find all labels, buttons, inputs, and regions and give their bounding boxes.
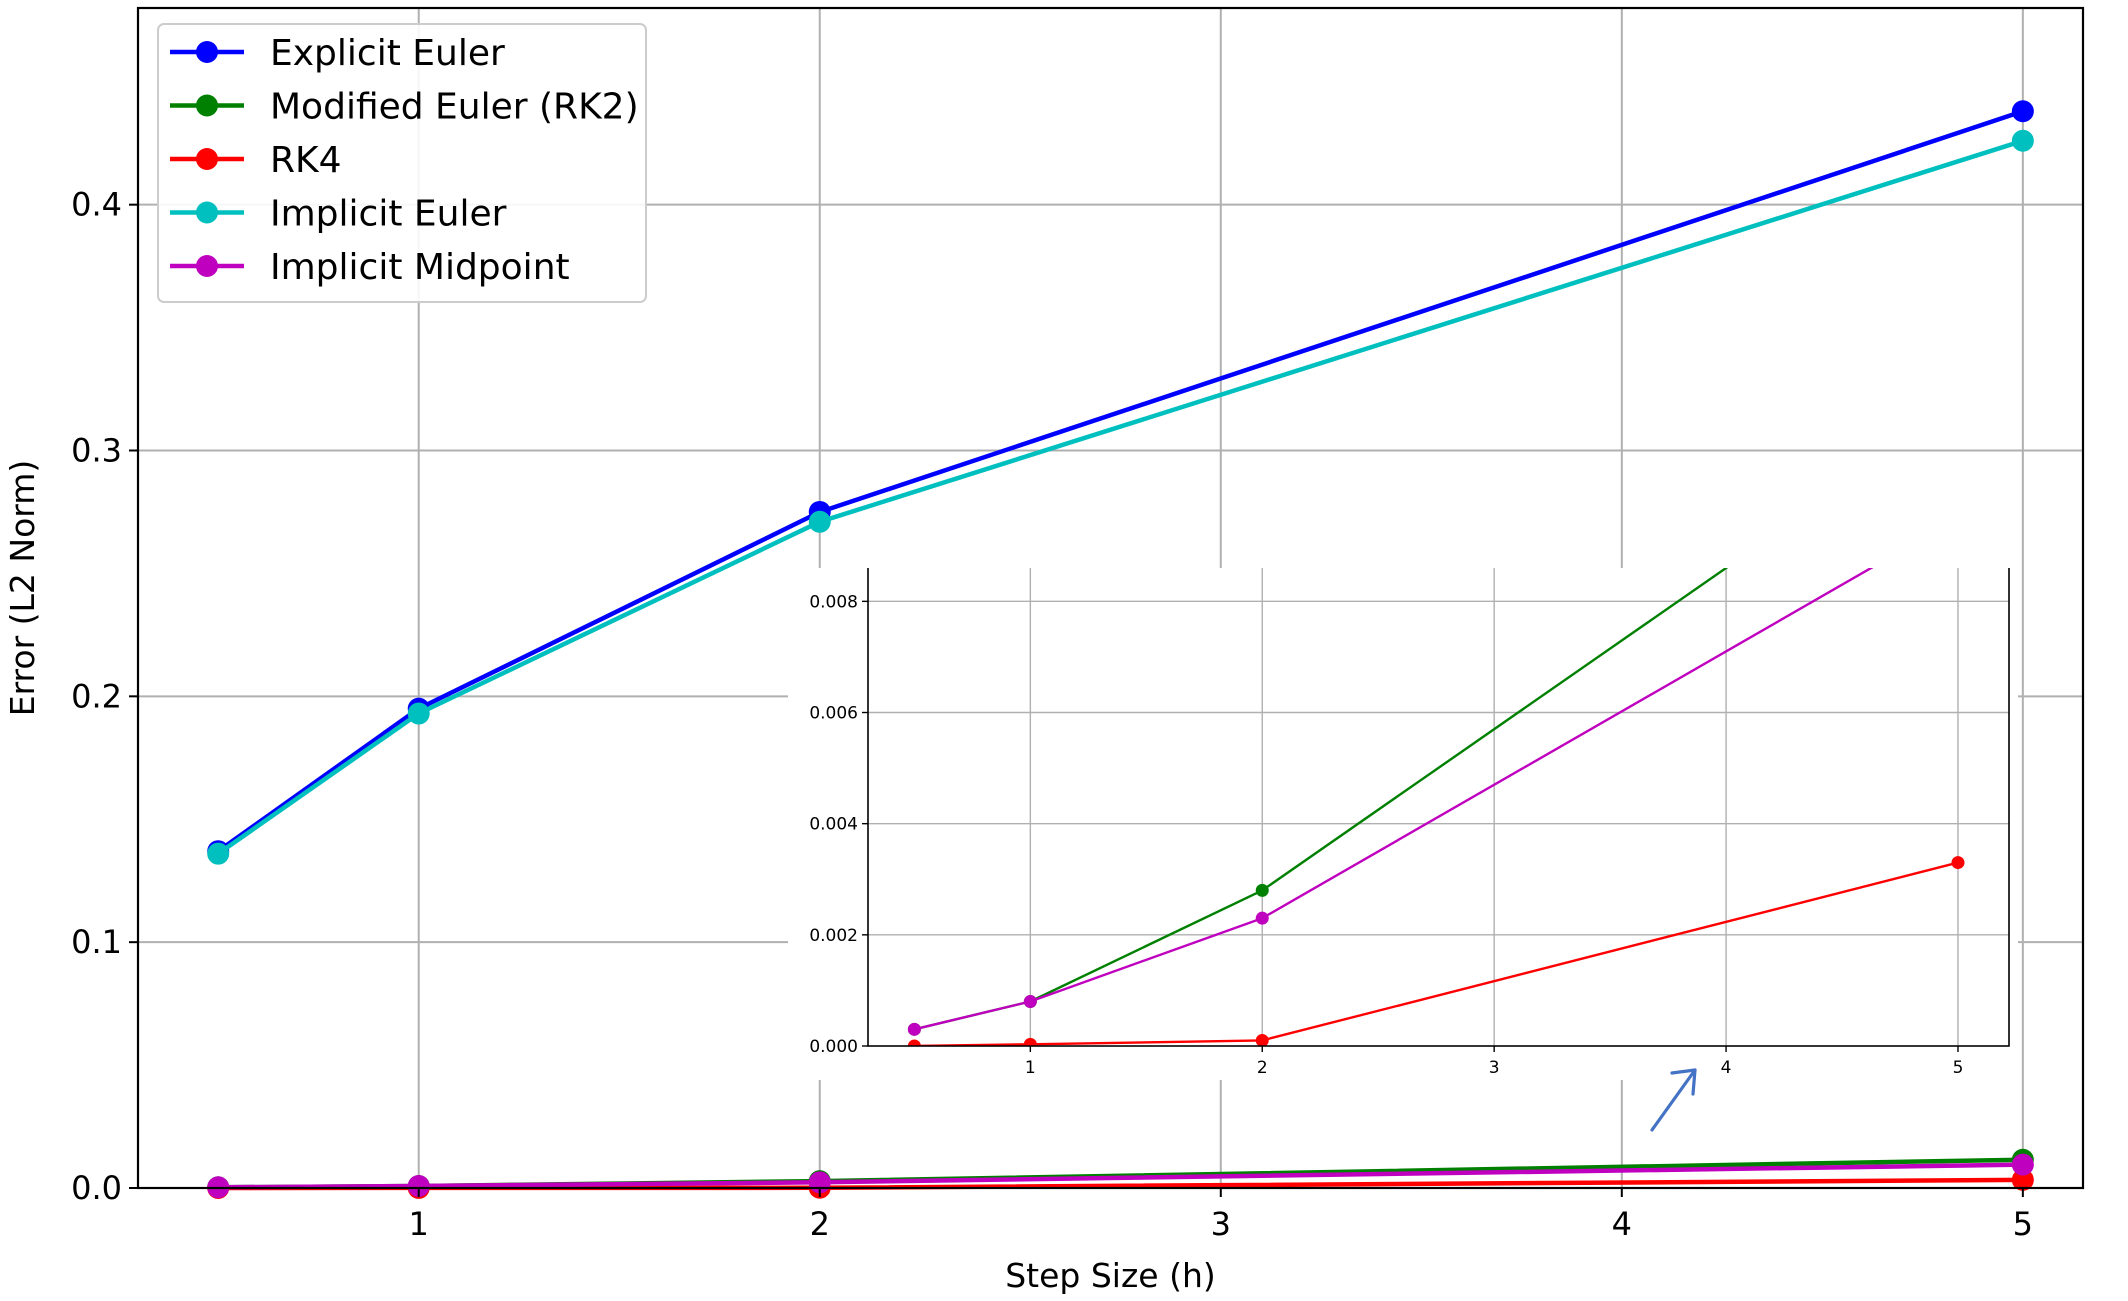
inset-x-tick-label-1: 1 — [1025, 1058, 1036, 1078]
legend-label-implicit-midpoint: Implicit Midpoint — [270, 247, 570, 288]
data-point-implicit-euler-0 — [207, 842, 230, 865]
legend-label-explicit-euler: Explicit Euler — [270, 33, 505, 74]
inset-series-line-implicit-midpoint — [914, 568, 1874, 1031]
data-point-implicit-midpoint-3 — [2011, 1153, 2034, 1176]
main-x-tick-label-4: 4 — [1612, 1205, 1632, 1243]
data-point-rk4-3 — [2011, 1168, 2034, 1191]
inset-data-point-rk4-0 — [907, 1039, 921, 1046]
inset-x-tick-label-2: 2 — [1257, 1058, 1268, 1078]
inset-data-point-rk4-2 — [1255, 1033, 1269, 1046]
inset-plot: 1 2 3 4 5 0.000 0.002 0.004 0.006 0.008 — [788, 568, 2018, 1080]
legend-label-implicit-euler: Implicit Euler — [270, 194, 507, 235]
legend-item-explicit-euler: Explicit Euler — [170, 33, 505, 74]
inset-y-tick-label-1: 0.002 — [809, 926, 858, 946]
inset-pointer-arrow-icon — [1650, 1068, 1697, 1132]
inset-x-tick-label-4: 4 — [1721, 1058, 1732, 1078]
inset-y-tick-label-4: 0.008 — [809, 592, 858, 612]
inset-data-point-rk4-1 — [1023, 1037, 1037, 1046]
inset-series-rk4 — [907, 856, 1965, 1046]
legend-label-modified-euler-rk2: Modified Euler (RK2) — [270, 87, 639, 128]
main-y-tick-label-2: 0.2 — [71, 677, 122, 715]
main-x-tick-label-2: 2 — [810, 1205, 830, 1243]
arrow-shaft — [1650, 1068, 1697, 1132]
main-y-tick-label-3: 0.3 — [71, 432, 122, 470]
inset-data-point-rk4-3 — [1951, 856, 1965, 870]
main-y-tick-label-4: 0.4 — [71, 186, 122, 224]
inset-data-point-implicit-midpoint-1 — [1023, 995, 1037, 1009]
inset-x-tick-label-5: 5 — [1953, 1058, 1964, 1078]
series-line-implicit-euler — [215, 138, 2026, 856]
arrow-head — [1670, 1068, 1697, 1096]
main-x-ticks: 1 2 3 4 5 — [409, 1188, 2033, 1243]
inset-data-point-implicit-midpoint-0 — [907, 1022, 921, 1036]
main-x-tick-label-5: 5 — [2013, 1205, 2033, 1243]
legend-item-modified-euler-rk2: Modified Euler (RK2) — [170, 87, 639, 128]
inset-y-tick-label-3: 0.006 — [809, 704, 858, 724]
legend-marker-implicit-euler — [196, 201, 218, 224]
series-line-implicit-midpoint — [215, 1162, 2026, 1190]
x-axis-label: Step Size (h) — [1005, 1256, 1216, 1295]
main-x-tick-label-3: 3 — [1211, 1205, 1231, 1243]
legend-label-rk4: RK4 — [270, 140, 342, 181]
inset-x-ticks: 1 2 3 4 5 — [1025, 1046, 1963, 1078]
inset-x-tick-label-3: 3 — [1489, 1058, 1500, 1078]
inset-series-implicit-midpoint — [907, 568, 1874, 1036]
y-axis-label: Error (L2 Norm) — [3, 460, 42, 717]
legend-marker-modified-euler-rk2 — [196, 94, 218, 117]
data-point-implicit-midpoint-1 — [407, 1175, 430, 1198]
data-point-implicit-euler-3 — [2011, 129, 2034, 152]
inset-data-point-implicit-midpoint-2 — [1255, 911, 1269, 925]
legend: Explicit Euler Modified Euler (RK2) RK4 Imp… — [157, 23, 647, 303]
inset-axes-frame — [867, 568, 2010, 1047]
legend-item-implicit-euler: Implicit Euler — [170, 194, 507, 235]
legend-box — [157, 23, 647, 303]
main-x-tick-label-1: 1 — [409, 1205, 429, 1243]
inset-y-tick-label-2: 0.004 — [809, 815, 858, 835]
legend-marker-implicit-midpoint — [196, 255, 218, 277]
legend-item-rk4: RK4 — [170, 140, 342, 181]
legend-marker-explicit-euler — [196, 41, 218, 63]
legend-marker-rk4 — [196, 148, 218, 170]
data-point-implicit-euler-2 — [808, 510, 831, 533]
main-y-tick-label-0: 0.0 — [71, 1169, 122, 1207]
inset-y-ticks: 0.000 0.002 0.004 0.006 0.008 — [809, 592, 868, 1057]
legend-item-implicit-midpoint: Implicit Midpoint — [170, 247, 570, 288]
main-y-ticks: 0.0 0.1 0.2 0.3 0.4 — [71, 186, 138, 1207]
main-axes-frame — [136, 6, 2085, 1190]
data-point-explicit-euler-3 — [2011, 100, 2034, 123]
inset-y-tick-label-0: 0.000 — [809, 1037, 858, 1057]
inset-series-line-rk4 — [914, 861, 1959, 1046]
data-point-implicit-euler-1 — [407, 702, 430, 725]
inset-series — [907, 568, 1965, 1046]
series-line-explicit-euler — [215, 109, 2026, 854]
inset-data-point-modified-euler-rk2-2 — [1255, 883, 1269, 897]
main-y-tick-label-1: 0.1 — [71, 923, 122, 961]
series-implicit-euler — [207, 129, 2034, 865]
